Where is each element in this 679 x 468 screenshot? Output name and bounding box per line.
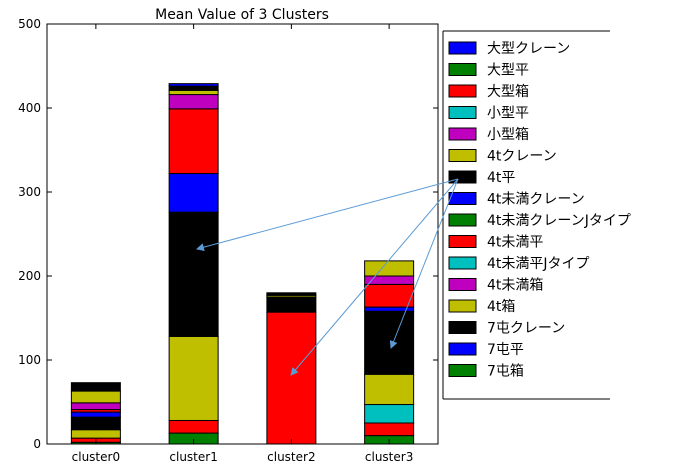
legend-label: 大型箱 xyxy=(487,84,529,100)
bar-segment xyxy=(364,260,415,277)
bar-segment xyxy=(168,89,219,96)
bar-segment xyxy=(168,419,219,434)
y-tick-label: 400 xyxy=(18,101,41,115)
bar-segment xyxy=(266,311,317,445)
y-tick-label: 500 xyxy=(18,17,41,31)
bar-segment xyxy=(168,108,219,175)
legend-swatch xyxy=(448,299,477,313)
bar-segment xyxy=(168,83,219,87)
legend-swatch xyxy=(448,41,477,55)
legend-label: 4t未満箱 xyxy=(487,278,543,294)
legend-label: 4t未満平Jタイプ xyxy=(487,256,590,272)
x-axis: cluster0 cluster1 cluster2 cluster3 xyxy=(72,24,413,464)
legend-label: 7屯箱 xyxy=(487,364,524,380)
legend-swatch xyxy=(448,342,477,356)
bar-segment xyxy=(364,404,415,424)
legend-label: 4t未満クレーンJタイプ xyxy=(487,213,631,229)
legend-swatch xyxy=(448,278,477,291)
legend-swatch xyxy=(448,321,477,334)
legend-label: 4t未満平 xyxy=(487,235,543,251)
bar-segment xyxy=(168,85,219,91)
x-tick-label: cluster1 xyxy=(169,450,217,464)
bar-segment xyxy=(364,422,415,437)
annotation-arrow xyxy=(196,178,459,252)
bar-segment xyxy=(70,390,121,404)
legend-swatch xyxy=(448,84,477,98)
x-tick-label: cluster2 xyxy=(267,450,315,464)
legend-label: 4t未満クレーン xyxy=(487,192,585,208)
legend-swatch xyxy=(448,235,477,248)
legend-label: 4tクレーン xyxy=(487,149,557,165)
y-tick-label: 300 xyxy=(18,185,41,199)
plot-frame xyxy=(46,23,439,445)
y-tick-label: 200 xyxy=(18,269,41,283)
bar-segment xyxy=(168,335,219,421)
bar-segment xyxy=(70,429,121,439)
bar-segment xyxy=(364,373,415,406)
legend-label: 大型クレーン xyxy=(487,41,570,57)
bar-segment xyxy=(70,411,121,418)
bar-segment xyxy=(70,402,121,411)
bar-segment xyxy=(168,173,219,213)
legend-swatch xyxy=(448,192,477,205)
x-tick-label: cluster0 xyxy=(72,450,120,464)
chart-title: Mean Value of 3 Clusters xyxy=(155,7,329,23)
bar-segment xyxy=(168,211,219,337)
annotation-arrow xyxy=(290,178,459,376)
legend-swatch xyxy=(448,63,477,76)
y-tick-label: 100 xyxy=(18,353,41,367)
legend-label: 4t平 xyxy=(487,170,515,186)
annotation-arrow xyxy=(389,178,459,349)
legend-label: 4t箱 xyxy=(487,299,515,315)
bar-segment xyxy=(70,382,121,392)
legend-label: 7屯平 xyxy=(487,342,524,358)
x-tick-label: cluster3 xyxy=(365,450,413,464)
legend-label: 大型平 xyxy=(487,63,529,79)
bar-segment xyxy=(364,283,415,308)
legend-swatch xyxy=(448,364,477,377)
legend-label: 7屯クレーン xyxy=(487,321,565,337)
legend-swatch xyxy=(448,106,477,119)
legend-swatch xyxy=(448,213,477,227)
bar-segment xyxy=(168,94,219,110)
bars-group xyxy=(70,83,415,445)
legend-label: 小型平 xyxy=(487,106,529,122)
legend-swatch xyxy=(448,149,477,162)
y-tick-label: 0 xyxy=(33,437,41,451)
bar-segment xyxy=(266,292,317,296)
legend-swatch xyxy=(448,170,477,184)
legend-swatch xyxy=(448,256,477,270)
bar-segment xyxy=(70,416,121,431)
y-axis: 0 100 200 300 400 500 xyxy=(18,17,438,451)
bar-segment xyxy=(364,310,415,375)
legend-swatch xyxy=(448,127,477,141)
annotation-arrows xyxy=(196,178,459,376)
legend-label: 小型箱 xyxy=(487,127,529,143)
bar-segment xyxy=(266,296,317,313)
